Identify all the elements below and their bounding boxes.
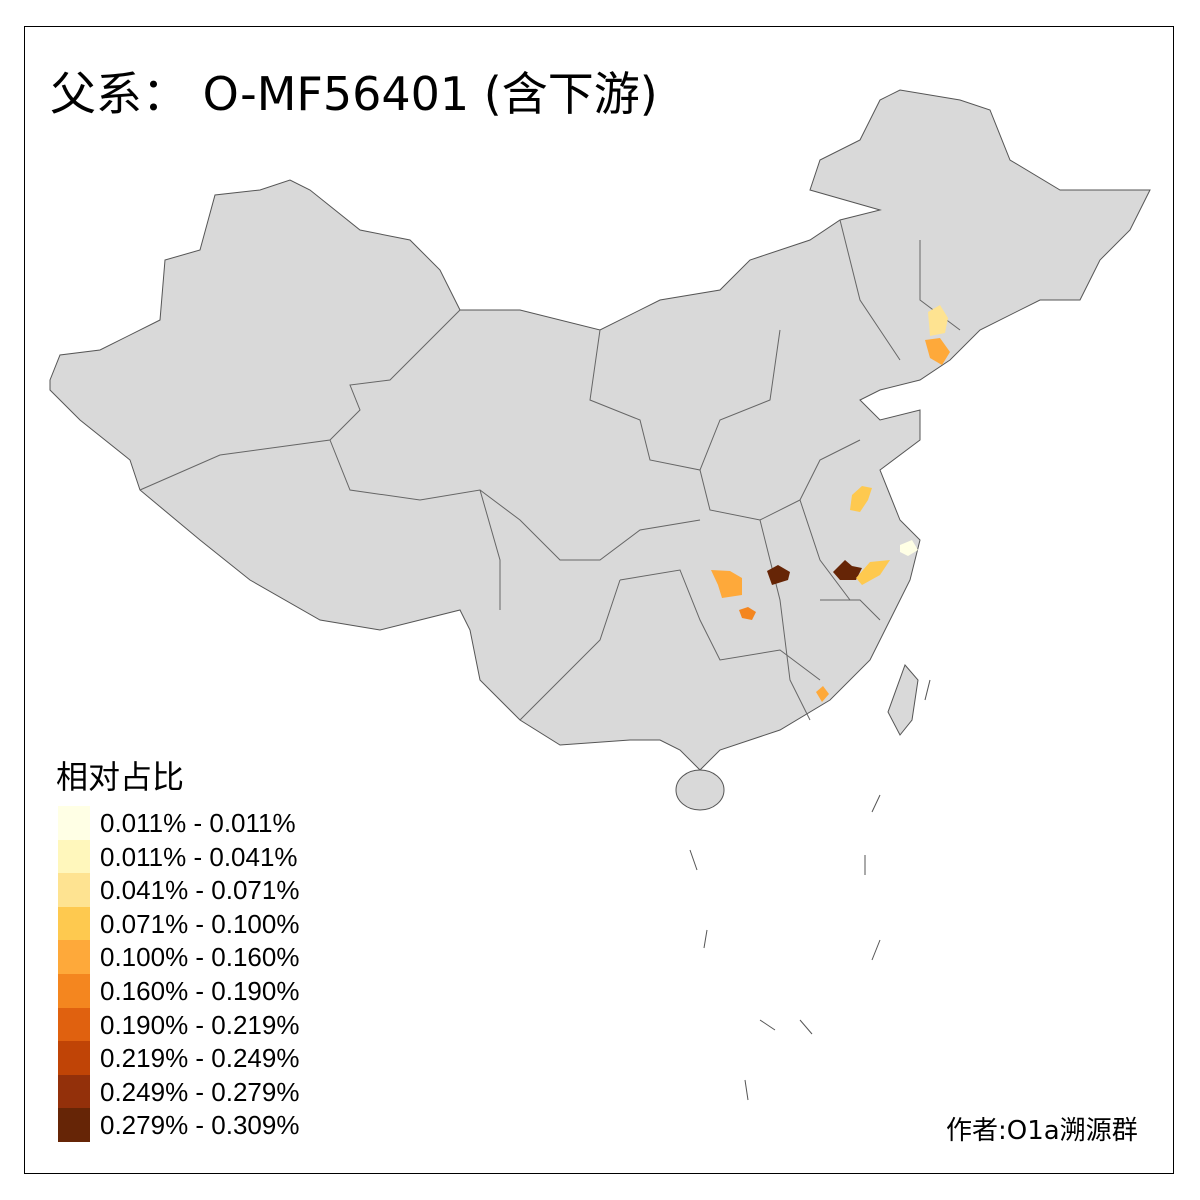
legend-item: 0.160% - 0.190% [58,974,358,1008]
region-hunan-west [739,607,756,620]
legend-item: 0.011% - 0.041% [58,839,358,874]
legend-item: 0.249% - 0.279% [58,1074,358,1109]
region-shanghai [900,540,918,556]
author-credit: 作者:O1a溯源群 [946,1116,1138,1146]
region-fujian [816,686,829,702]
legend-label: 0.041% - 0.071% [100,875,300,906]
legend-swatch [58,1074,90,1109]
legend-label: 0.071% - 0.100% [100,908,300,939]
region-zhejiang-north [856,560,890,585]
region-liaoning-north [928,305,948,336]
legend-label: 0.011% - 0.011% [100,808,296,838]
legend-swatch [58,1007,90,1042]
legend-label: 0.100% - 0.160% [100,942,300,973]
region-liaoning-south [925,338,950,365]
region-chongqing-east [711,570,742,598]
legend-swatch [58,1108,90,1142]
legend-item: 0.190% - 0.219% [58,1007,358,1042]
map-frame [24,26,1174,1174]
legend-swatch [58,906,90,941]
legend-swatch [58,839,90,874]
region-hubei-east [767,565,790,585]
legend-title: 相对占比 [56,758,185,796]
china-mainland [49,89,1151,771]
legend-label: 0.249% - 0.279% [100,1076,300,1107]
legend-label: 0.279% - 0.309% [100,1110,300,1141]
legend-item: 0.011% - 0.011% [58,806,358,840]
legend-label: 0.190% - 0.219% [100,1009,300,1040]
taiwan-island [887,664,919,736]
legend-swatch [58,940,90,974]
legend-item: 0.219% - 0.249% [58,1041,358,1075]
legend-swatch [58,873,90,907]
hainan-island [675,769,725,811]
legend-label: 0.160% - 0.190% [100,976,300,1006]
legend-swatch [58,974,90,1008]
legend-label: 0.011% - 0.041% [100,841,298,872]
legend-item: 0.100% - 0.160% [58,940,358,974]
map-title: 父系： O-MF56401 (含下游) [50,67,658,121]
legend-item: 0.041% - 0.071% [58,873,358,907]
region-anhui-south [833,560,862,580]
legend-swatch [58,806,90,840]
legend-label: 0.219% - 0.249% [100,1043,300,1074]
legend-swatch [58,1041,90,1075]
legend-item: 0.279% - 0.309% [58,1108,358,1142]
south-sea-islands [689,679,931,1101]
legend-item: 0.071% - 0.100% [58,906,358,941]
province-borders [139,219,961,721]
highlighted-regions [711,305,950,702]
region-jiangsu [850,486,872,512]
